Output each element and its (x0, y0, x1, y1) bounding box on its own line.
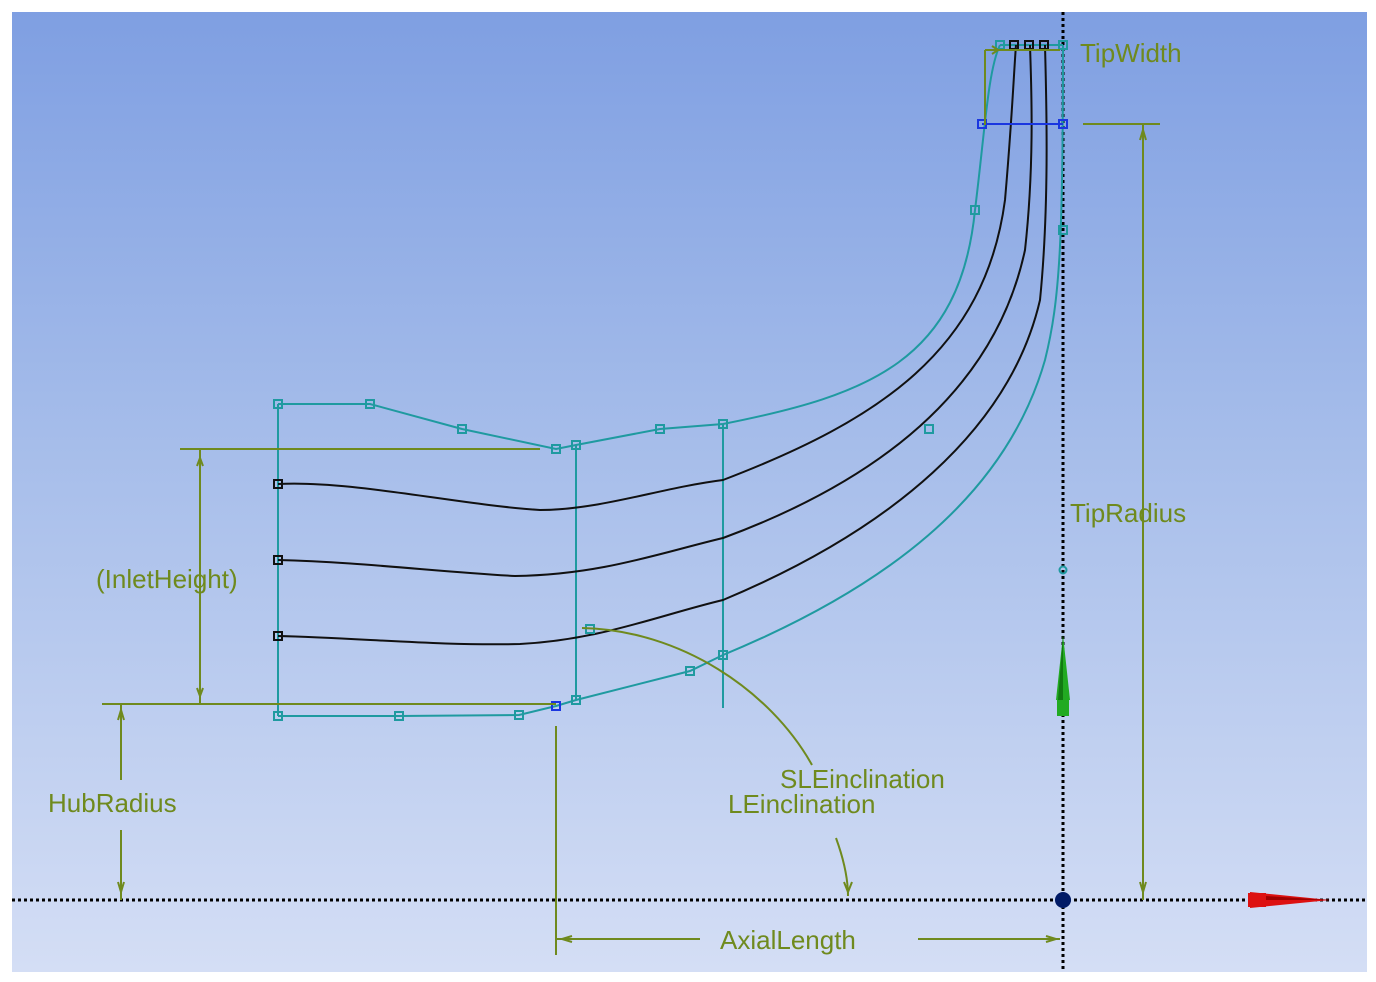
selected-handles[interactable] (551, 119, 1068, 711)
hub-handles[interactable] (273, 40, 1068, 721)
le-inclination-label: LEinclination (728, 789, 875, 819)
tip-radius-dimension[interactable]: TipRadius (1070, 123, 1186, 900)
axis-point-handle[interactable] (1058, 565, 1068, 575)
shroud-handles[interactable] (273, 40, 1005, 454)
streamline-2[interactable] (277, 44, 1033, 578)
inlet-height-label: (InletHeight) (96, 564, 238, 594)
tip-radius-label: TipRadius (1070, 498, 1186, 528)
streamline-3[interactable] (277, 44, 1048, 646)
axial-length-dimension[interactable]: AxialLength (555, 726, 1060, 955)
shroud-curve[interactable] (278, 44, 1001, 451)
sketch-viewport[interactable]: TipWidth TipRadius (InletHeight) HubRadi… (12, 12, 1367, 972)
axial-length-label: AxialLength (720, 925, 856, 955)
inclination-dimension[interactable]: SLEinclination LEinclination (581, 627, 945, 897)
tip-width-label: TipWidth (1080, 38, 1182, 68)
sle-inclination-label: SLEinclination (780, 764, 945, 794)
inlet-height-dimension[interactable]: (InletHeight) (96, 448, 540, 704)
meridional-sketch[interactable]: TipWidth TipRadius (InletHeight) HubRadi… (12, 12, 1367, 972)
y-axis-arrow-icon (1056, 635, 1070, 716)
x-axis-arrow-icon (1248, 892, 1330, 908)
hub-radius-dimension[interactable]: HubRadius (48, 704, 177, 900)
origin-point-icon[interactable] (1055, 892, 1071, 908)
hub-radius-label: HubRadius (48, 788, 177, 818)
tip-width-dimension[interactable]: TipWidth (984, 38, 1182, 125)
hub-curve[interactable] (278, 44, 1064, 717)
streamline-handles[interactable] (273, 40, 1049, 641)
streamline-1[interactable] (277, 44, 1017, 512)
